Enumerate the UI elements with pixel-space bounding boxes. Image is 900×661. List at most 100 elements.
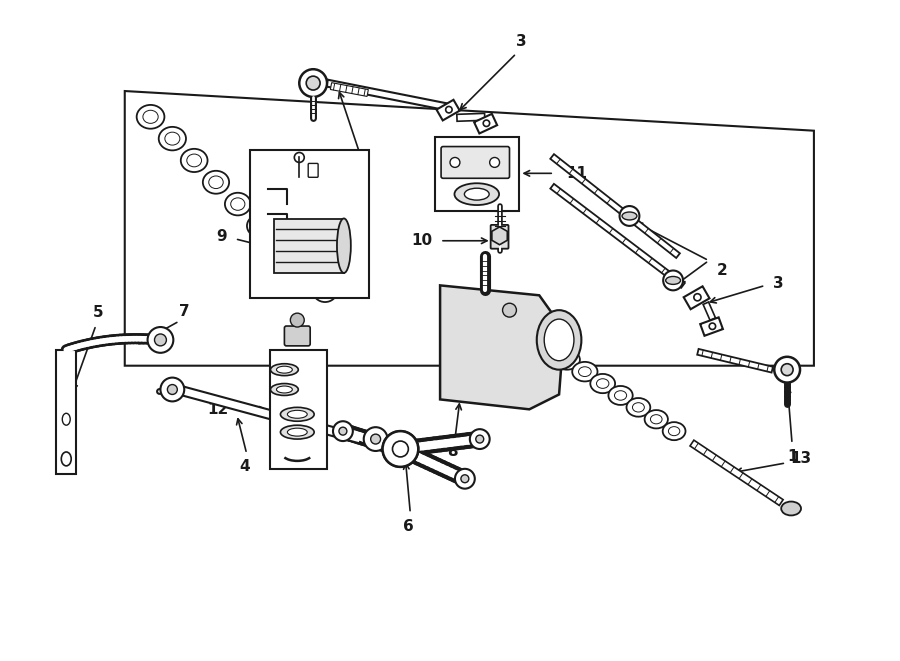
Polygon shape bbox=[703, 302, 716, 321]
Bar bbox=[269, 350, 327, 469]
Circle shape bbox=[364, 427, 388, 451]
Circle shape bbox=[470, 429, 490, 449]
Text: 12: 12 bbox=[207, 402, 229, 417]
Text: 13: 13 bbox=[790, 451, 812, 467]
Text: 2: 2 bbox=[716, 263, 727, 278]
Circle shape bbox=[382, 431, 418, 467]
Text: 1: 1 bbox=[787, 449, 797, 465]
Circle shape bbox=[446, 106, 452, 113]
Polygon shape bbox=[440, 286, 564, 409]
Text: 9: 9 bbox=[217, 229, 227, 245]
Circle shape bbox=[148, 327, 174, 353]
Ellipse shape bbox=[287, 428, 307, 436]
Ellipse shape bbox=[276, 386, 292, 393]
Polygon shape bbox=[436, 100, 460, 120]
Circle shape bbox=[291, 313, 304, 327]
Circle shape bbox=[333, 421, 353, 441]
Circle shape bbox=[160, 377, 184, 401]
Ellipse shape bbox=[572, 362, 598, 381]
Ellipse shape bbox=[313, 281, 337, 302]
Circle shape bbox=[502, 303, 517, 317]
Ellipse shape bbox=[536, 310, 581, 369]
Circle shape bbox=[371, 434, 381, 444]
Polygon shape bbox=[57, 350, 76, 474]
Polygon shape bbox=[125, 91, 814, 366]
Ellipse shape bbox=[666, 276, 680, 284]
Ellipse shape bbox=[287, 410, 307, 418]
Ellipse shape bbox=[544, 319, 574, 361]
Ellipse shape bbox=[158, 127, 186, 150]
Ellipse shape bbox=[62, 413, 70, 425]
Polygon shape bbox=[474, 114, 497, 134]
Polygon shape bbox=[550, 184, 685, 288]
Ellipse shape bbox=[644, 410, 668, 428]
Ellipse shape bbox=[662, 422, 686, 440]
Ellipse shape bbox=[247, 215, 273, 237]
Bar bbox=[435, 137, 519, 211]
Circle shape bbox=[461, 475, 469, 483]
Ellipse shape bbox=[61, 452, 71, 466]
Ellipse shape bbox=[281, 407, 314, 421]
Text: 8: 8 bbox=[446, 444, 457, 459]
Text: 5: 5 bbox=[93, 305, 104, 320]
Circle shape bbox=[339, 427, 346, 435]
Ellipse shape bbox=[137, 105, 165, 129]
Text: 3: 3 bbox=[773, 276, 784, 291]
Ellipse shape bbox=[291, 258, 315, 280]
Ellipse shape bbox=[269, 237, 293, 258]
FancyBboxPatch shape bbox=[441, 147, 509, 178]
Polygon shape bbox=[327, 80, 453, 111]
Polygon shape bbox=[330, 83, 368, 97]
Text: 11: 11 bbox=[566, 166, 588, 181]
Circle shape bbox=[619, 206, 639, 226]
Polygon shape bbox=[700, 317, 723, 336]
Circle shape bbox=[450, 157, 460, 167]
Ellipse shape bbox=[590, 374, 615, 393]
Polygon shape bbox=[690, 440, 783, 506]
Circle shape bbox=[490, 157, 500, 167]
Ellipse shape bbox=[554, 350, 580, 369]
Ellipse shape bbox=[781, 502, 801, 516]
Ellipse shape bbox=[281, 425, 314, 439]
Circle shape bbox=[694, 293, 701, 301]
Circle shape bbox=[392, 441, 409, 457]
Bar bbox=[274, 219, 344, 274]
Circle shape bbox=[382, 431, 418, 467]
Polygon shape bbox=[492, 227, 508, 245]
Ellipse shape bbox=[608, 386, 633, 405]
Polygon shape bbox=[457, 113, 485, 121]
Bar bbox=[249, 149, 369, 298]
Ellipse shape bbox=[271, 383, 298, 395]
Ellipse shape bbox=[276, 366, 292, 373]
Circle shape bbox=[709, 323, 716, 329]
Text: 6: 6 bbox=[403, 519, 414, 534]
Text: 4: 4 bbox=[239, 459, 250, 475]
Circle shape bbox=[483, 120, 490, 126]
Ellipse shape bbox=[225, 193, 251, 215]
FancyBboxPatch shape bbox=[491, 225, 508, 249]
Ellipse shape bbox=[271, 364, 298, 375]
Circle shape bbox=[455, 469, 475, 488]
Ellipse shape bbox=[202, 171, 230, 194]
Circle shape bbox=[476, 435, 483, 443]
Polygon shape bbox=[684, 286, 709, 309]
FancyBboxPatch shape bbox=[284, 326, 310, 346]
Ellipse shape bbox=[464, 188, 490, 200]
Polygon shape bbox=[698, 349, 773, 373]
Circle shape bbox=[781, 364, 793, 375]
Circle shape bbox=[300, 69, 327, 97]
Circle shape bbox=[306, 76, 320, 90]
Circle shape bbox=[392, 441, 409, 457]
Circle shape bbox=[663, 270, 683, 290]
Ellipse shape bbox=[181, 149, 208, 172]
Ellipse shape bbox=[337, 218, 351, 273]
Text: 1: 1 bbox=[357, 168, 368, 183]
Ellipse shape bbox=[454, 183, 500, 205]
Circle shape bbox=[167, 385, 177, 395]
Text: 7: 7 bbox=[179, 303, 190, 319]
Polygon shape bbox=[550, 154, 680, 258]
Text: 3: 3 bbox=[516, 34, 526, 49]
Circle shape bbox=[774, 357, 800, 383]
Polygon shape bbox=[176, 385, 362, 444]
Ellipse shape bbox=[622, 212, 637, 220]
